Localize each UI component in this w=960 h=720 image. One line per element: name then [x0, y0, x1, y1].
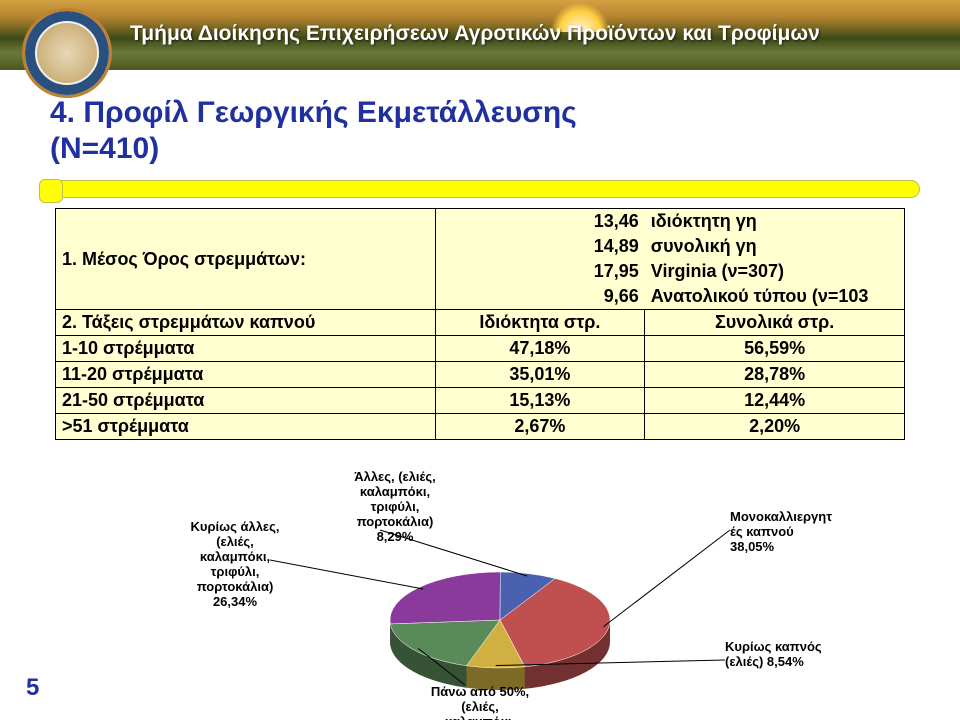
title-underline: [50, 180, 920, 198]
data-table: 1. Μέσος Όρος στρεμμάτων: 13,46 ιδιόκτητ…: [55, 208, 905, 440]
row2-h1: Ιδιόκτητα στρ.: [435, 310, 645, 336]
tr0-v2: 56,59%: [645, 336, 905, 362]
title-line1: 4. Προφίλ Γεωργικής Εκμετάλλευσης: [50, 96, 577, 129]
slide-number: 5: [26, 674, 39, 702]
slide-title: 4. Προφίλ Γεωργικής Εκμετάλλευσης (N=410…: [50, 95, 910, 167]
row2-label: 2. Τάξεις στρεμμάτων καπνού: [56, 310, 436, 336]
r1d1: συνολική γη: [645, 234, 905, 259]
pie-label: Μονοκαλλιεργητές καπνού38,05%: [730, 510, 880, 555]
r1d2: Virginia (ν=307): [645, 259, 905, 284]
r1v1: 14,89: [435, 234, 645, 259]
row2-h2: Συνολικά στρ.: [645, 310, 905, 336]
tr3-l: >51 στρέμματα: [56, 414, 436, 440]
r1v0: 13,46: [435, 209, 645, 235]
tr0-v1: 47,18%: [435, 336, 645, 362]
r1d3: Ανατολικού τύπου (ν=103: [645, 284, 905, 310]
tr3-v1: 2,67%: [435, 414, 645, 440]
tr3-v2: 2,20%: [645, 414, 905, 440]
tr1-v2: 28,78%: [645, 362, 905, 388]
tr1-l: 11-20 στρέμματα: [56, 362, 436, 388]
tr1-v1: 35,01%: [435, 362, 645, 388]
pie-label: Πάνω από 50%,(ελιές,καλαμπόκι,τριφύλλι) …: [405, 685, 555, 720]
row1-label: 1. Μέσος Όρος στρεμμάτων:: [56, 209, 436, 310]
r1d0: ιδιόκτητη γη: [645, 209, 905, 235]
university-logo: [22, 8, 112, 98]
r1v3: 9,66: [435, 284, 645, 310]
pie-chart: Μονοκαλλιεργητές καπνού38,05%Κυρίως καπν…: [170, 480, 870, 720]
tr2-v1: 15,13%: [435, 388, 645, 414]
pie-label: Κυρίως άλλες,(ελιές,καλαμπόκι,τριφύλι,πο…: [160, 520, 310, 610]
pie-label: Κυρίως καπνός(ελιές) 8,54%: [725, 640, 875, 670]
tr0-l: 1-10 στρέμματα: [56, 336, 436, 362]
title-line2: (N=410): [50, 132, 159, 165]
slide: Τμήμα Διοίκησης Επιχειρήσεων Αγροτικών Π…: [0, 0, 960, 720]
department-title: Τμήμα Διοίκησης Επιχειρήσεων Αγροτικών Π…: [130, 22, 820, 46]
pie-label: Άλλες, (ελιές,καλαμπόκι,τριφύλι,πορτοκάλ…: [320, 470, 470, 545]
r1v2: 17,95: [435, 259, 645, 284]
tr2-v2: 12,44%: [645, 388, 905, 414]
tr2-l: 21-50 στρέμματα: [56, 388, 436, 414]
